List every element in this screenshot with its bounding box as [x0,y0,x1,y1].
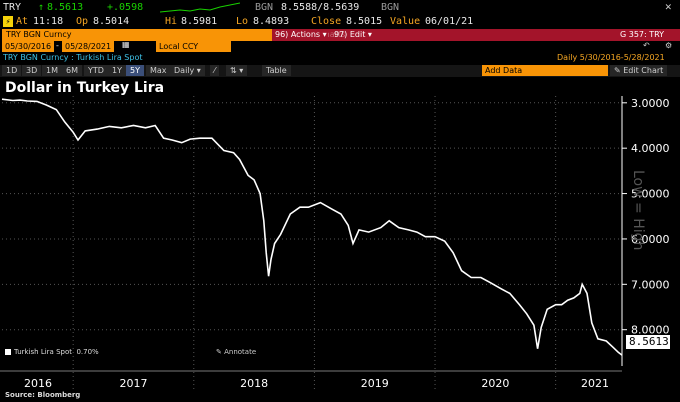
y-tick-label: 5.0000 [631,188,670,201]
security-subtitle: TRY BGN Curncy : Turkish Lira Spot [3,53,143,62]
pencil-icon: ✎ [216,348,222,356]
y-tick-label: 8.0000 [631,324,670,337]
series-line-turkish-lira-spot [1,98,623,356]
security-field[interactable]: TRY BGN Curncy [2,29,272,41]
start-date-input[interactable]: 05/30/2016 [2,41,55,52]
price-change: +.0598 [107,2,144,13]
annotate-button[interactable]: ✎ Annotate [216,348,256,356]
y-tick-label: 4.0000 [631,142,670,155]
legend-pct: 0.70% [76,348,99,356]
x-tick-label: 2017 [119,377,147,390]
subtitle-row: TRY BGN Curncy : Turkish Lira Spot Daily… [0,53,680,65]
chart-title: Dollar in Turkey Lira [5,80,165,96]
quote-time: 11:18 [33,16,64,27]
quote-header-row: TRY ↑ 8.5613 +.0598 BGN 8.5588/8.5639 BG… [0,0,680,15]
quote-detail-row: ⚡ At 11:18 Op 8.5014 Hi 8.5981 Lo 8.4893… [0,15,680,29]
end-date-input[interactable]: 05/28/2021 [62,41,115,52]
x-tick-label: 2018 [240,377,268,390]
close-value: 8.5015 [346,16,383,27]
actions-bar [272,29,680,41]
close-icon[interactable]: ✕ [665,0,672,13]
chart-watermark: Low = High [630,170,646,251]
table-button[interactable]: Table [262,65,291,76]
period-3d[interactable]: 3D [22,65,42,76]
value-label: Value [390,16,421,27]
period-1y[interactable]: 1Y [108,65,126,76]
actions-menu[interactable]: 96) Actions ▾ [275,30,327,39]
source-note: Source: Bloomberg [5,391,81,399]
last-price: 8.5613 [47,2,84,13]
range-label: Daily 5/30/2016-5/28/2021 [557,53,665,62]
chart-legend[interactable]: Turkish Lira Spot 0.70% [5,348,99,356]
period-5y[interactable]: 5Y [126,65,144,76]
frequency-select[interactable]: Daily ▾ [170,65,205,76]
x-tick-label: 2020 [481,377,509,390]
up-arrow-icon: ↑ [38,2,45,13]
y-tick-label: 3.0000 [631,97,670,110]
sparkline-icon [160,2,240,13]
last-price-tag: 8.5613 [626,335,670,349]
lo-value: 8.4893 [253,16,290,27]
settings-icon[interactable]: ⚙ [665,41,673,50]
value-date: 06/01/21 [425,16,474,27]
edit-chart-button[interactable]: ✎ Edit Chart [610,65,668,76]
hi-value: 8.5981 [181,16,218,27]
x-tick-label: 2019 [361,377,389,390]
currency-select[interactable]: Local CCY [156,41,231,52]
calendar-icon[interactable]: ▦ [122,40,130,49]
bar-style-icon[interactable]: ⇅ ▾ [226,65,248,76]
edit-menu[interactable]: 97) Edit ▾ [334,30,372,39]
period-max[interactable]: Max [146,65,171,76]
close-label: Close [311,16,342,27]
legend-label: Turkish Lira Spot [14,348,72,356]
period-toolbar: 1D 3D 1M 6M YTD 1Y 5Y Max Daily ▾ ⁄ ⇅ ▾ … [0,65,680,77]
ticker-label: TRY [3,2,22,13]
line-chart-icon[interactable]: ⁄ [210,65,220,76]
period-1d[interactable]: 1D [2,65,22,76]
annotate-label: Annotate [224,348,257,356]
period-1m[interactable]: 1M [42,65,62,76]
command-bar: TRY BGN Curncy Suggested Charts 96) Acti… [0,29,680,41]
y-tick-label: 7.0000 [631,278,670,291]
open-label: Op [76,16,89,27]
date-range-row: 05/30/2016 - 05/28/2021 ▦ Local CCY ↶ ⚙ [0,40,680,53]
lo-label: Lo [236,16,249,27]
period-6m[interactable]: 6M [62,65,82,76]
trend-icon: ⚡ [3,16,13,27]
bid-ask: 8.5588/8.5639 [281,2,360,13]
period-ytd[interactable]: YTD [84,65,108,76]
hi-label: Hi [165,16,178,27]
legend-swatch [5,349,11,355]
undo-icon[interactable]: ↶ [643,41,650,50]
bid-source: BGN [255,2,274,13]
page-code: G 357: TRY [620,30,665,39]
add-data-input[interactable]: Add Data [482,65,608,76]
x-tick-label: 2021 [581,377,609,390]
open-value: 8.5014 [93,16,130,27]
at-label: At [16,16,29,27]
ask-source: BGN [381,2,400,13]
y-tick-label: 6.0000 [631,233,670,246]
suggested-mask [272,30,328,41]
x-tick-label: 2016 [24,377,52,390]
date-separator: - [56,41,59,50]
